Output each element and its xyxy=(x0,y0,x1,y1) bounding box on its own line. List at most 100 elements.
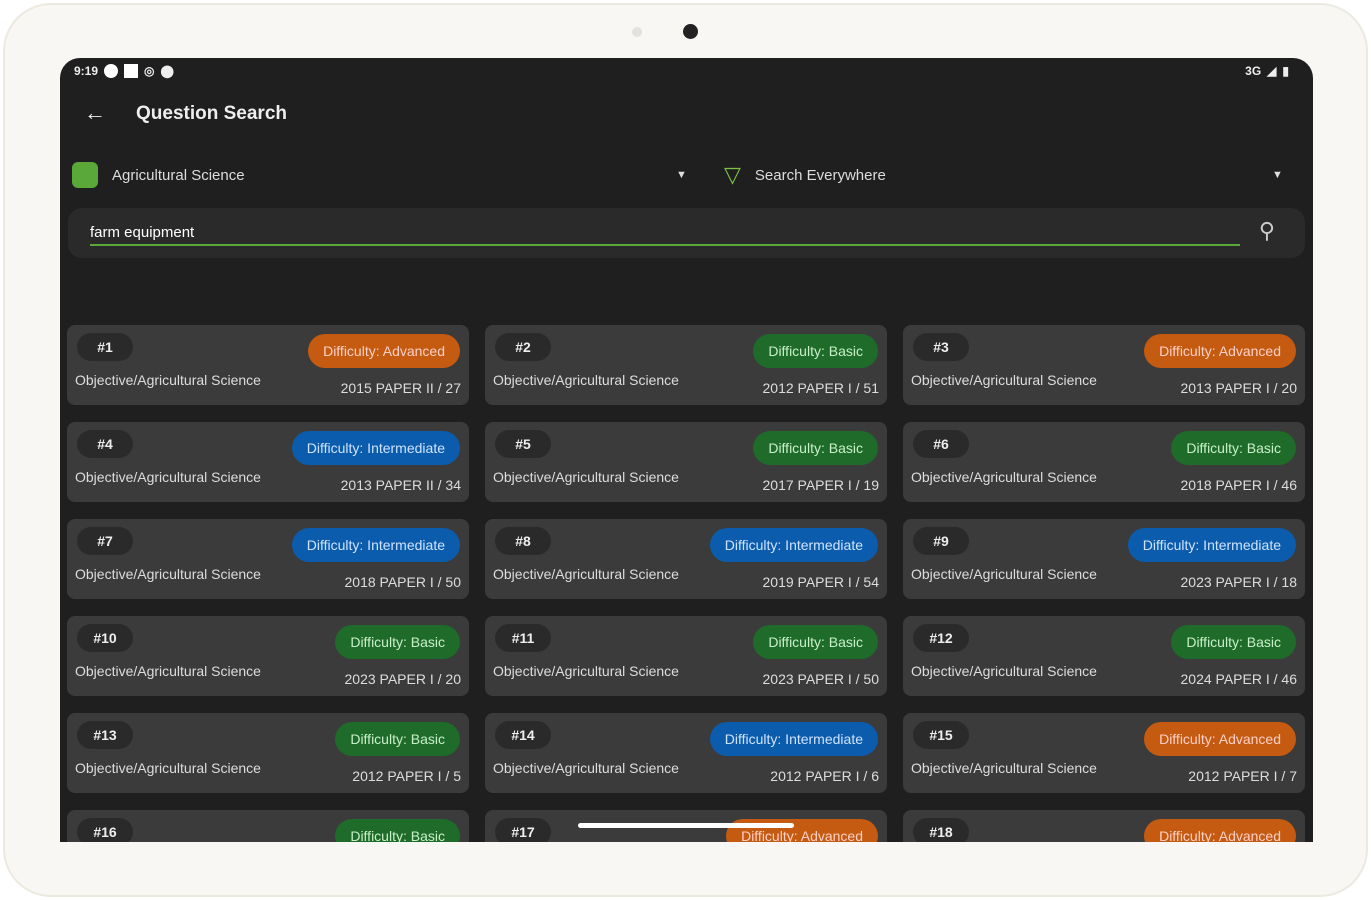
difficulty-badge: Difficulty: Intermediate xyxy=(291,528,460,562)
result-card[interactable]: #17 Difficulty: Advanced xyxy=(485,810,887,842)
question-number: #8 xyxy=(495,527,551,555)
difficulty-badge: Difficulty: Intermediate xyxy=(291,431,460,465)
paper-label: 2019 PAPER I / 54 xyxy=(762,574,879,590)
paper-label: 2012 PAPER I / 5 xyxy=(352,768,461,784)
scope-value: Search Everywhere xyxy=(754,166,886,184)
question-number: #12 xyxy=(913,624,969,652)
search-input[interactable] xyxy=(90,220,1240,246)
result-card[interactable]: #1 Difficulty: Advanced Objective/Agricult… xyxy=(67,325,469,405)
back-arrow-icon[interactable]: ← xyxy=(84,100,106,125)
question-number: #16 xyxy=(77,818,133,842)
question-number: #15 xyxy=(913,721,969,749)
question-number: #11 xyxy=(495,624,551,652)
result-card[interactable]: #9 Difficulty: Intermediate Objective/Agri… xyxy=(903,519,1305,599)
result-card[interactable]: #11 Difficulty: Basic Objective/Agricultur… xyxy=(485,616,887,696)
paper-label: 2023 PAPER I / 50 xyxy=(762,671,879,687)
category-label: Objective/Agricultural Science xyxy=(493,372,679,388)
status-time: 9:19 xyxy=(74,64,99,78)
difficulty-badge: Difficulty: Basic xyxy=(335,819,460,842)
difficulty-badge: Difficulty: Intermediate xyxy=(709,722,878,756)
result-card[interactable]: #15 Difficulty: Advanced Objective/Agricul… xyxy=(903,713,1305,793)
result-card[interactable]: #13 Difficulty: Basic Objective/Agricultur… xyxy=(67,713,469,793)
question-number: #13 xyxy=(77,721,133,749)
difficulty-badge: Difficulty: Basic xyxy=(1171,625,1296,659)
paper-label: 2012 PAPER I / 51 xyxy=(762,380,879,396)
result-card[interactable]: #4 Difficulty: Intermediate Objective/Agri… xyxy=(67,422,469,502)
difficulty-badge: Difficulty: Basic xyxy=(1171,431,1296,465)
question-number: #5 xyxy=(495,430,551,458)
category-label: Objective/Agricultural Science xyxy=(75,663,261,679)
chevron-down-icon[interactable]: ▼ xyxy=(676,169,687,181)
result-card[interactable]: #5 Difficulty: Basic Objective/Agricultura… xyxy=(485,422,887,502)
question-number: #14 xyxy=(495,721,551,749)
network-label: 3G xyxy=(1245,64,1262,78)
notification-icon xyxy=(124,64,139,78)
paper-label: 2015 PAPER II / 27 xyxy=(340,380,461,396)
result-card[interactable]: #8 Difficulty: Intermediate Objective/Agri… xyxy=(485,519,887,599)
subject-value: Agricultural Science xyxy=(112,166,245,184)
question-number: #2 xyxy=(495,333,551,361)
chevron-down-icon[interactable]: ▼ xyxy=(1272,169,1283,181)
result-card[interactable]: #2 Difficulty: Basic Objective/Agricultura… xyxy=(485,325,887,405)
difficulty-badge: Difficulty: Intermediate xyxy=(1127,528,1296,562)
result-card[interactable]: #3 Difficulty: Advanced Objective/Agricult… xyxy=(903,325,1305,405)
result-card[interactable]: #12 Difficulty: Basic Objective/Agricultur… xyxy=(903,616,1305,696)
question-number: #18 xyxy=(913,818,969,842)
page-title: Question Search xyxy=(136,103,287,124)
home-indicator[interactable] xyxy=(578,823,794,828)
sensor xyxy=(632,27,642,37)
camera xyxy=(683,24,698,39)
question-number: #1 xyxy=(77,333,133,361)
paper-label: 2023 PAPER I / 18 xyxy=(1180,574,1297,590)
paper-label: 2018 PAPER I / 50 xyxy=(344,574,461,590)
signal-icon: ◢ xyxy=(1267,64,1277,78)
result-card[interactable]: #14 Difficulty: Intermediate Objective/Agr… xyxy=(485,713,887,793)
category-label: Objective/Agricultural Science xyxy=(911,760,1097,776)
question-number: #3 xyxy=(913,333,969,361)
category-label: Objective/Agricultural Science xyxy=(911,469,1097,485)
filter-icon: ▽ xyxy=(724,162,741,187)
difficulty-badge: Difficulty: Intermediate xyxy=(709,528,878,562)
search-bar: ⚲ xyxy=(68,208,1305,258)
difficulty-badge: Difficulty: Advanced xyxy=(308,334,460,368)
category-label: Objective/Agricultural Science xyxy=(493,566,679,582)
category-label: Objective/Agricultural Science xyxy=(911,372,1097,388)
difficulty-badge: Difficulty: Basic xyxy=(753,334,878,368)
battery-icon: ▮ xyxy=(1282,64,1289,78)
location-icon: ⬤ xyxy=(160,64,174,78)
difficulty-badge: Difficulty: Advanced xyxy=(1144,819,1296,842)
result-card[interactable]: #6 Difficulty: Basic Objective/Agricultura… xyxy=(903,422,1305,502)
category-label: Objective/Agricultural Science xyxy=(493,663,679,679)
result-card[interactable]: #16 Difficulty: Basic xyxy=(67,810,469,842)
question-number: #7 xyxy=(77,527,133,555)
paper-label: 2017 PAPER I / 19 xyxy=(762,477,879,493)
result-card[interactable]: #10 Difficulty: Basic Objective/Agricultur… xyxy=(67,616,469,696)
question-number: #9 xyxy=(913,527,969,555)
category-label: Objective/Agricultural Science xyxy=(911,663,1097,679)
category-label: Objective/Agricultural Science xyxy=(75,760,261,776)
shield-icon: ◎ xyxy=(144,64,155,78)
paper-label: 2013 PAPER I / 20 xyxy=(1180,380,1297,396)
paper-label: 2018 PAPER I / 46 xyxy=(1180,477,1297,493)
scope-dropdown[interactable]: ▽ Search Everywhere xyxy=(724,158,1284,192)
category-label: Objective/Agricultural Science xyxy=(75,372,261,388)
search-icon[interactable]: ⚲ xyxy=(1258,218,1275,243)
result-card[interactable]: #7 Difficulty: Intermediate Objective/Agri… xyxy=(67,519,469,599)
paper-label: 2023 PAPER I / 20 xyxy=(344,671,461,687)
result-card[interactable]: #18 Difficulty: Advanced xyxy=(903,810,1305,842)
category-label: Objective/Agricultural Science xyxy=(75,469,261,485)
status-bar: 9:19 ◎ ⬤ 3G ◢ ▮ xyxy=(74,62,1289,80)
question-number: #17 xyxy=(495,818,551,842)
category-label: Objective/Agricultural Science xyxy=(75,566,261,582)
difficulty-badge: Difficulty: Basic xyxy=(753,431,878,465)
category-label: Objective/Agricultural Science xyxy=(493,469,679,485)
notification-icon xyxy=(104,64,119,78)
paper-label: 2012 PAPER I / 6 xyxy=(770,768,879,784)
question-number: #6 xyxy=(913,430,969,458)
paper-label: 2024 PAPER I / 46 xyxy=(1180,671,1297,687)
subject-dropdown[interactable]: Agricultural Science xyxy=(72,158,692,192)
results-grid: #1 Difficulty: Advanced Objective/Agricult… xyxy=(67,325,1305,842)
difficulty-badge: Difficulty: Advanced xyxy=(1144,334,1296,368)
difficulty-badge: Difficulty: Basic xyxy=(335,625,460,659)
app-screen: 9:19 ◎ ⬤ 3G ◢ ▮ ← Question Search Agricu… xyxy=(60,58,1313,842)
